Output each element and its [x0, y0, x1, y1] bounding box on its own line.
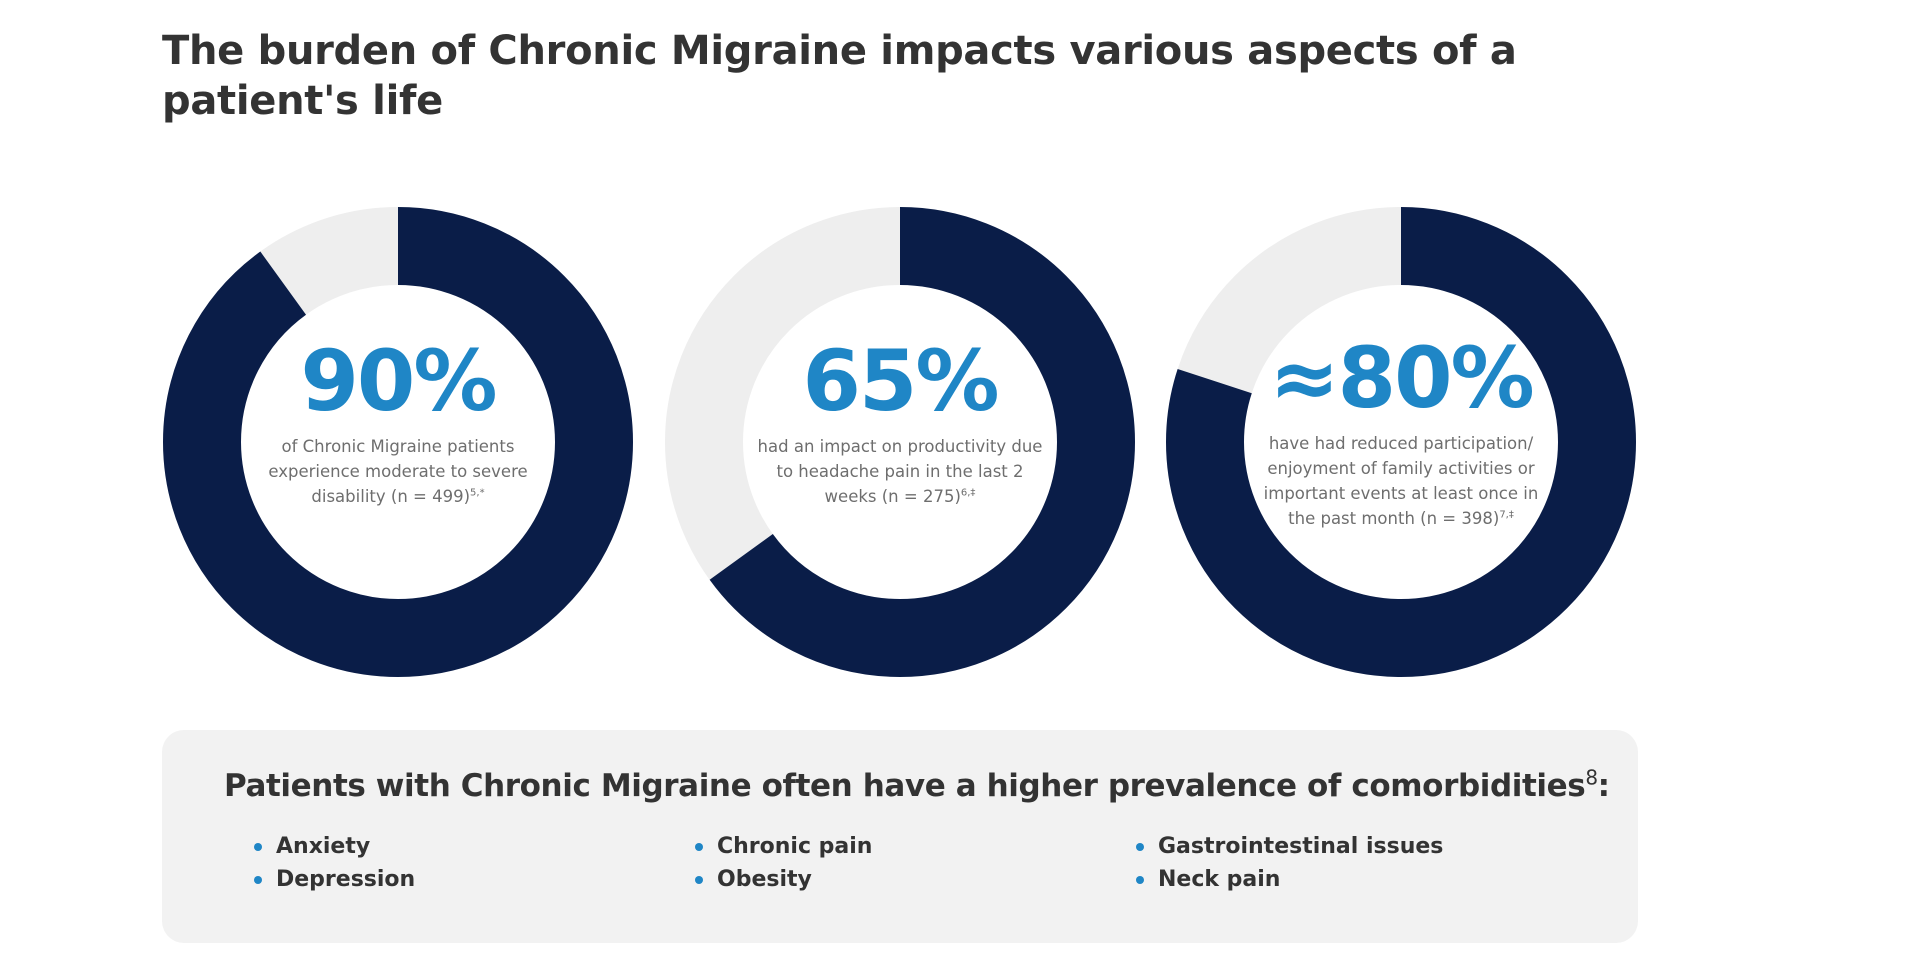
list-item: Gastrointestinal issues — [1136, 830, 1443, 863]
donut-segment-value — [665, 207, 1135, 677]
donut-center: 90% of Chronic Migraine patients experie… — [258, 282, 538, 562]
list-item-label: Anxiety — [276, 834, 371, 859]
donut-ring — [1166, 207, 1636, 677]
stat-description: of Chronic Migraine patients experience … — [253, 434, 543, 509]
list-item: Depression — [254, 863, 415, 896]
stat-value: ≈80% — [1269, 329, 1534, 427]
donut-center: 65% had an impact on productivity due to… — [758, 282, 1043, 562]
comorbidities-title-text: Patients with Chronic Migraine often hav… — [224, 768, 1586, 804]
stat-description-text: have had reduced participation/ enjoymen… — [1263, 434, 1539, 528]
stat-value: 65% — [802, 331, 999, 430]
list-item: Anxiety — [254, 830, 415, 863]
stat-description: had an impact on productivity due to hea… — [755, 434, 1045, 509]
list-item: Obesity — [695, 863, 872, 896]
footnote-ref: 6,‡ — [960, 487, 976, 498]
bullet-icon — [1136, 843, 1144, 851]
donut-chart-productivity: 65% had an impact on productivity due to… — [664, 206, 1136, 678]
page-title: The burden of Chronic Migraine impacts v… — [162, 28, 1517, 124]
list-item-label: Chronic pain — [717, 834, 873, 859]
stat-description: have had reduced participation/ enjoymen… — [1256, 431, 1546, 531]
list-item: Neck pain — [1136, 863, 1443, 896]
list-item-label: Depression — [276, 867, 416, 892]
bullet-icon — [695, 876, 703, 884]
list-item-label: Gastrointestinal issues — [1158, 834, 1444, 859]
donut-segment-value — [163, 207, 633, 677]
comorbidities-panel: Patients with Chronic Migraine often hav… — [162, 730, 1638, 943]
list-item-label: Neck pain — [1158, 867, 1281, 892]
stat-description-text: had an impact on productivity due to hea… — [757, 436, 1043, 506]
comorbidities-title-suffix: : — [1597, 768, 1610, 804]
stat-description-text: of Chronic Migraine patients experience … — [268, 436, 528, 506]
bullet-icon — [254, 876, 262, 884]
list-item-label: Obesity — [717, 867, 812, 892]
comorbidities-column: Chronic pain Obesity — [695, 830, 872, 896]
comorbidities-column: Gastrointestinal issues Neck pain — [1136, 830, 1443, 896]
list-item: Chronic pain — [695, 830, 872, 863]
bullet-icon — [254, 843, 262, 851]
donut-segment-value — [1166, 207, 1636, 677]
comorbidities-title: Patients with Chronic Migraine often hav… — [224, 766, 1610, 806]
donut-ring — [665, 207, 1135, 677]
donut-chart-family-activities: ≈80% have had reduced participation/ enj… — [1165, 206, 1637, 678]
comorbidities-column: Anxiety Depression — [254, 830, 415, 896]
footnote-ref: 5,* — [470, 487, 485, 498]
donut-chart-disability: 90% of Chronic Migraine patients experie… — [162, 206, 634, 678]
footnote-ref: 7,‡ — [1499, 509, 1514, 521]
donut-ring — [163, 207, 633, 677]
stat-value: 90% — [300, 331, 497, 430]
bullet-icon — [1136, 876, 1144, 884]
footnote-ref: 8 — [1585, 765, 1598, 790]
donut-center: ≈80% have had reduced participation/ enj… — [1261, 292, 1541, 572]
bullet-icon — [695, 843, 703, 851]
